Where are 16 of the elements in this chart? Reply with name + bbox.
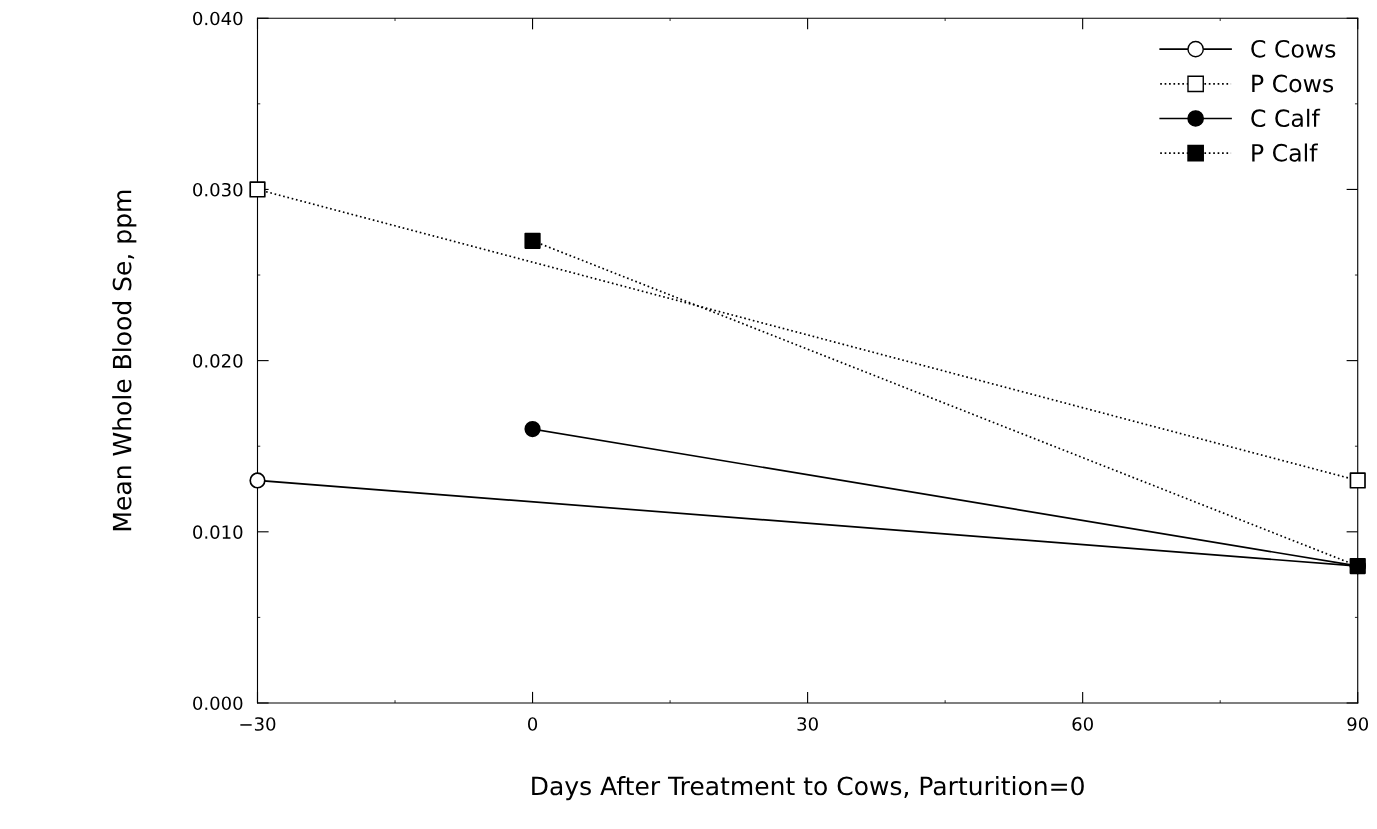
x-tick-label: 0	[528, 717, 538, 731]
y-tick-label: 0.020	[193, 354, 243, 368]
x-axis-title: Days After Treatment to Cows, Parturition=0	[532, 776, 1084, 801]
x-tick-label: −30	[240, 717, 276, 731]
x-tick-label: 60	[1072, 717, 1093, 731]
legend-label: C Calf	[1251, 108, 1321, 128]
x-tick-label: 90	[1347, 717, 1369, 731]
legend-label: P Calf	[1252, 143, 1318, 162]
legend-label: P Cows	[1252, 74, 1334, 93]
y-tick-label: 0.000	[193, 696, 243, 711]
x-tick-label: 30	[797, 717, 818, 731]
y-tick-label: 0.010	[193, 525, 243, 539]
y-tick-label: 0.040	[193, 11, 243, 26]
y-axis-title: Mean Whole Blood Se, ppm	[112, 190, 137, 531]
legend-label: C Cows	[1251, 39, 1336, 58]
y-tick-label: 0.030	[193, 182, 243, 197]
